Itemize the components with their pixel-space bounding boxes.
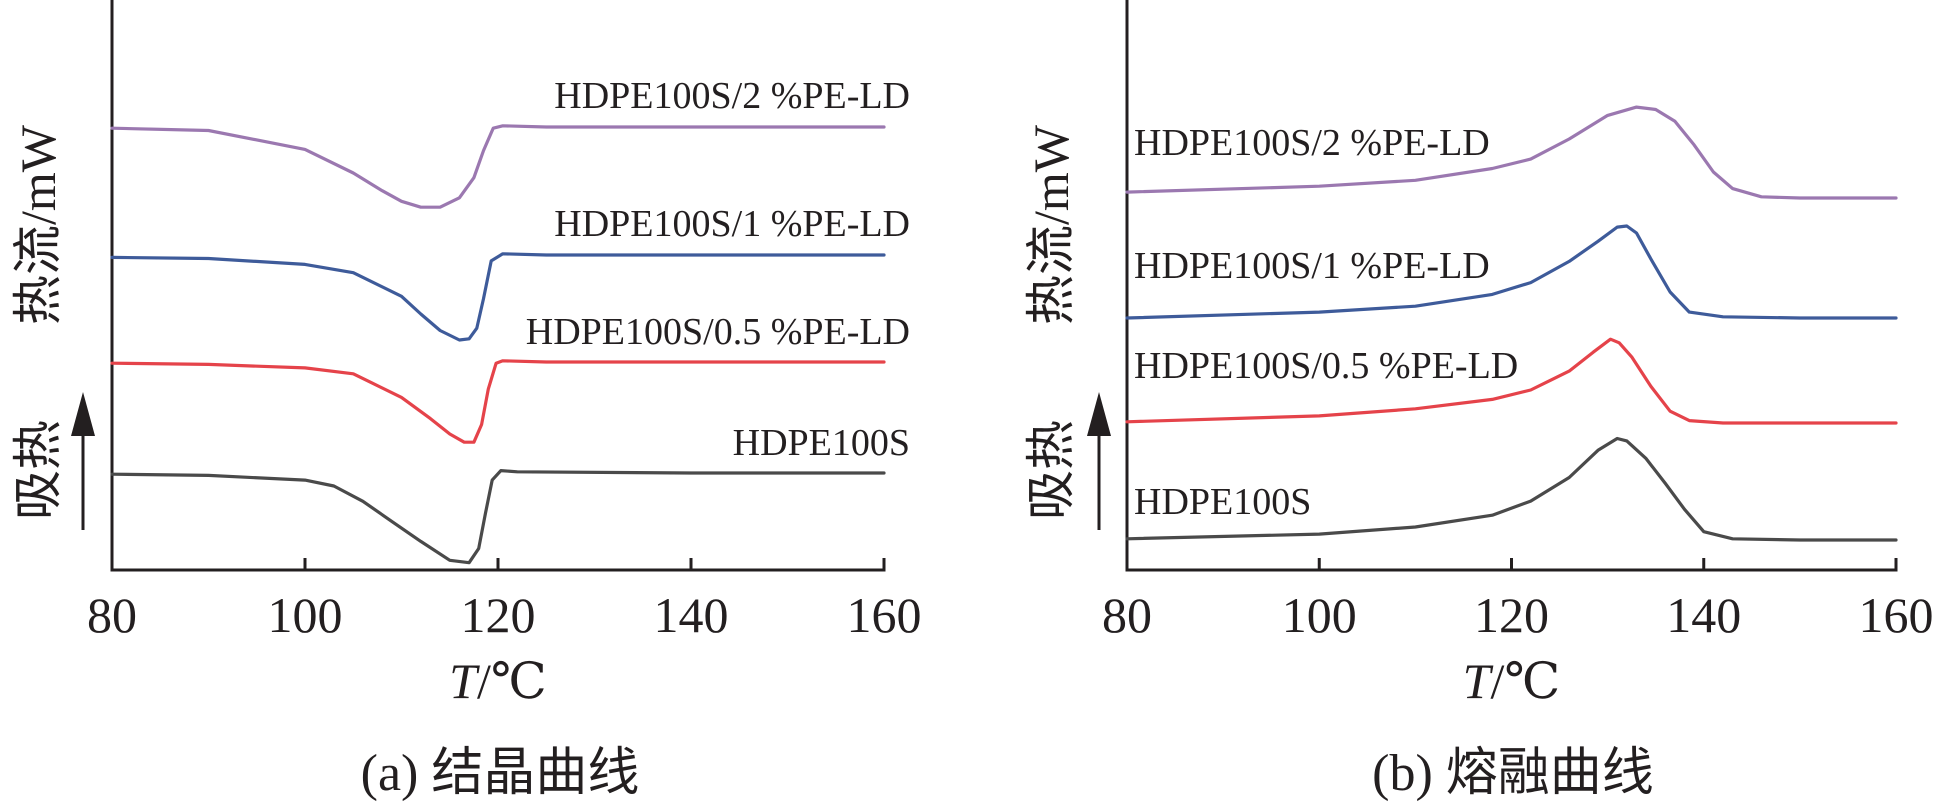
series-label-hdpe100s-1-pe-ld: HDPE100S/1 %PE-LD (1134, 245, 1490, 287)
x-axis-title: T/℃ (1463, 653, 1561, 709)
endotherm-label: 吸热 (1023, 420, 1079, 520)
x-axis-title: T/℃ (449, 653, 547, 709)
series-line-hdpe100s-0-5-pe-ld (110, 359, 886, 444)
series-label-hdpe100s: HDPE100S (733, 422, 910, 464)
series-line-hdpe100s-1-pe-ld (1125, 224, 1898, 320)
x-tick-label-80: 80 (87, 587, 137, 643)
x-axis-variable: T (449, 653, 480, 709)
y-axis-title: 热流/mW (10, 124, 66, 325)
series-line-hdpe100s (110, 469, 886, 565)
series-line-hdpe100s-0-5-pe-ld (1125, 337, 1898, 425)
endotherm-arrow-icon (71, 392, 95, 436)
x-tick-label-100: 100 (1282, 587, 1357, 643)
series-label-hdpe100s-0-5-pe-ld: HDPE100S/0.5 %PE-LD (1134, 345, 1518, 387)
panel-caption: (b) 熔融曲线 (1372, 745, 1654, 802)
panel-melting: 80 100 120 140 160 T/℃ 热流/mW 吸热 HDPE100S/2 %PE-L… (1023, 0, 1934, 802)
endotherm-label: 吸热 (10, 420, 66, 520)
series-label-hdpe100s-2-pe-ld: HDPE100S/2 %PE-LD (1134, 122, 1490, 164)
endotherm-arrow-icon (1087, 392, 1111, 436)
y-axis-title: 热流/mW (1023, 124, 1079, 325)
series-label-hdpe100s-1-pe-ld: HDPE100S/1 %PE-LD (554, 203, 910, 245)
panel-caption: (a) 结晶曲线 (361, 745, 640, 802)
series-line-hdpe100s-1-pe-ld (110, 252, 886, 342)
x-tick-label-120: 120 (461, 587, 536, 643)
x-tick-label-80: 80 (1102, 587, 1152, 643)
x-axis-unit: /℃ (477, 653, 547, 709)
x-tick-label-140: 140 (1666, 587, 1741, 643)
series-label-hdpe100s-0-5-pe-ld: HDPE100S/0.5 %PE-LD (526, 311, 910, 353)
series-line-hdpe100s (1125, 436, 1898, 542)
x-tick-label-140: 140 (654, 587, 729, 643)
series-line-hdpe100s-2-pe-ld (110, 124, 886, 209)
x-tick-label-120: 120 (1474, 587, 1549, 643)
x-tick-label-100: 100 (268, 587, 343, 643)
series-line-hdpe100s-2-pe-ld (1125, 105, 1898, 200)
series-label-hdpe100s-2-pe-ld: HDPE100S/2 %PE-LD (554, 75, 910, 117)
x-axis-unit: /℃ (1490, 653, 1560, 709)
series-label-hdpe100s: HDPE100S (1134, 481, 1311, 523)
x-tick-label-160: 160 (1859, 587, 1934, 643)
x-axis-variable: T (1463, 653, 1494, 709)
panel-crystallization: 80 100 120 140 160 T/℃ 热流/mW 吸热 HDPE100S/2 %PE-L… (10, 0, 922, 802)
x-tick-label-160: 160 (847, 587, 922, 643)
